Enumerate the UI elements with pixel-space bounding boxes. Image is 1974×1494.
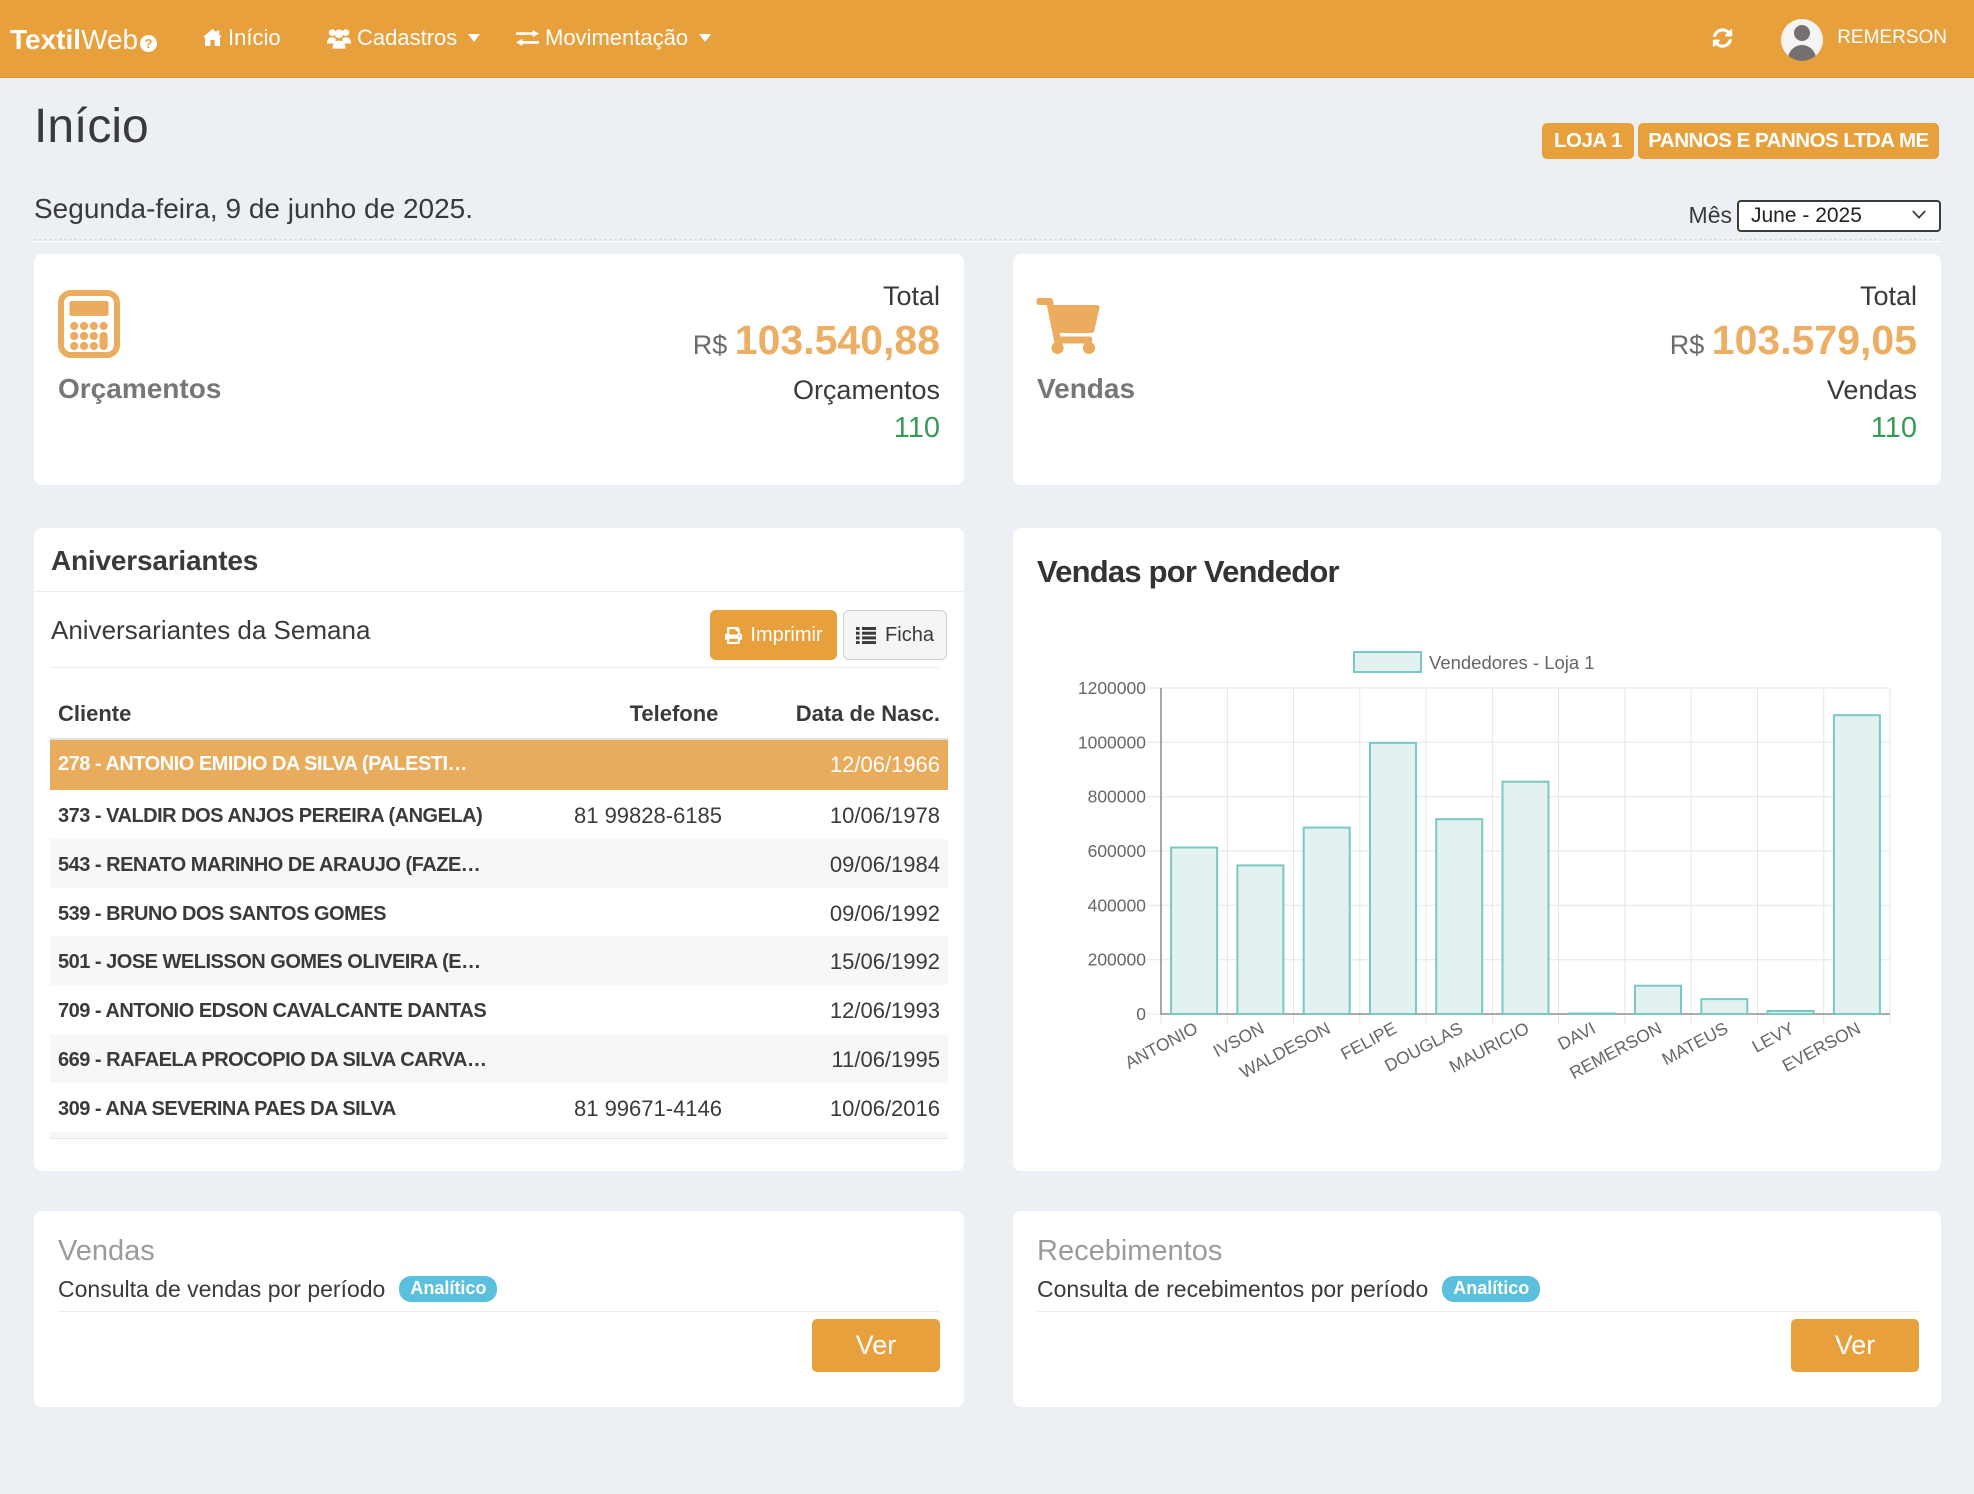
svg-text:Vendedores - Loja 1: Vendedores - Loja 1 (1429, 652, 1595, 673)
svg-text:LEVY: LEVY (1749, 1018, 1798, 1057)
svg-text:200000: 200000 (1088, 950, 1147, 970)
svg-text:600000: 600000 (1088, 841, 1147, 861)
svg-text:DAVI: DAVI (1554, 1018, 1598, 1054)
svg-text:1200000: 1200000 (1078, 678, 1146, 698)
svg-text:0: 0 (1136, 1004, 1146, 1024)
svg-text:MATEUS: MATEUS (1659, 1018, 1732, 1069)
svg-text:ANTONIO: ANTONIO (1121, 1018, 1201, 1073)
svg-text:1000000: 1000000 (1078, 732, 1146, 752)
svg-text:800000: 800000 (1088, 787, 1147, 807)
svg-text:400000: 400000 (1088, 895, 1147, 915)
